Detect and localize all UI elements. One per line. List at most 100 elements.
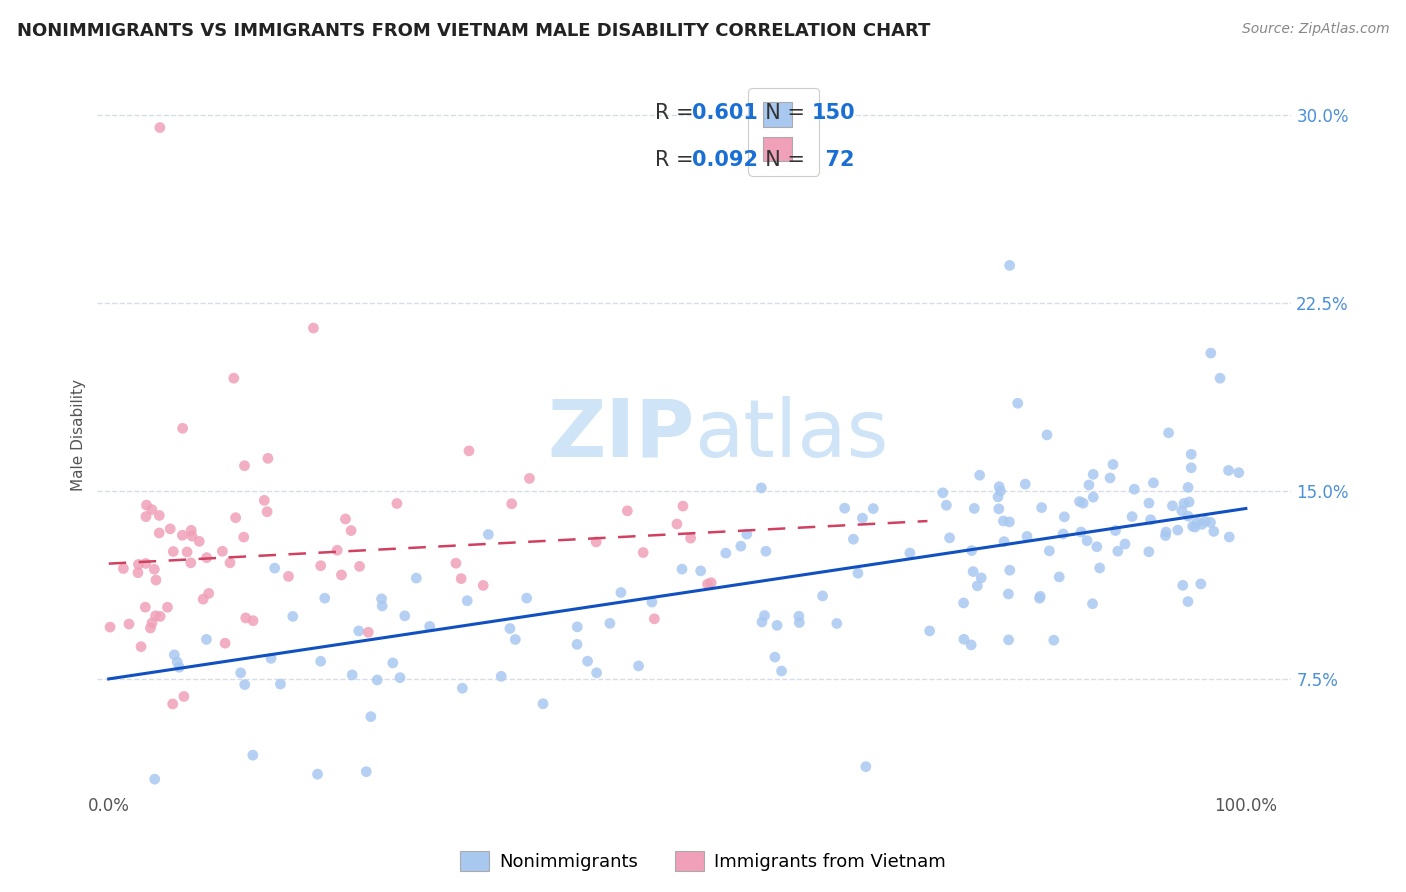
Point: [444, 556, 467, 570]
Point: [787, 609, 810, 624]
Point: [314, 591, 336, 606]
Point: [214, 636, 236, 650]
Point: [993, 514, 1015, 528]
Text: NONIMMIGRANTS VS IMMIGRANTS FROM VIETNAM MALE DISABILITY CORRELATION CHART: NONIMMIGRANTS VS IMMIGRANTS FROM VIETNAM…: [17, 22, 931, 40]
Point: [235, 611, 257, 625]
Point: [419, 619, 441, 633]
Point: [627, 659, 650, 673]
Point: [149, 609, 172, 624]
Point: [195, 550, 218, 565]
Point: [855, 759, 877, 773]
Point: [1015, 529, 1038, 543]
Point: [1083, 467, 1105, 482]
Point: [499, 622, 522, 636]
Point: [180, 524, 202, 538]
Point: [451, 681, 474, 696]
Point: [394, 608, 416, 623]
Point: [679, 531, 702, 545]
Point: [141, 615, 163, 630]
Point: [700, 575, 723, 590]
Point: [263, 561, 285, 575]
Point: [1202, 524, 1225, 539]
Text: 150: 150: [811, 103, 855, 123]
Point: [751, 615, 773, 629]
Point: [735, 527, 758, 541]
Text: 72: 72: [811, 150, 855, 170]
Point: [1114, 537, 1136, 551]
Point: [229, 665, 252, 680]
Point: [519, 471, 541, 485]
Point: [898, 546, 921, 560]
Point: [148, 508, 170, 523]
Point: [172, 421, 194, 435]
Point: [1178, 495, 1201, 509]
Point: [149, 120, 172, 135]
Point: [1070, 524, 1092, 539]
Point: [1014, 477, 1036, 491]
Point: [851, 511, 873, 525]
Point: [145, 573, 167, 587]
Point: [501, 497, 523, 511]
Point: [1137, 496, 1160, 510]
Point: [135, 509, 157, 524]
Point: [1028, 591, 1050, 606]
Point: [610, 585, 633, 599]
Point: [1121, 509, 1143, 524]
Point: [112, 561, 135, 575]
Point: [277, 569, 299, 583]
Point: [162, 544, 184, 558]
Point: [714, 546, 737, 560]
Point: [567, 620, 589, 634]
Point: [643, 612, 665, 626]
Point: [134, 600, 156, 615]
Legend: Nonimmigrants, Immigrants from Vietnam: Nonimmigrants, Immigrants from Vietnam: [453, 844, 953, 879]
Point: [641, 595, 664, 609]
Point: [159, 522, 181, 536]
Point: [1137, 545, 1160, 559]
Point: [1081, 597, 1104, 611]
Point: [349, 559, 371, 574]
Point: [135, 557, 157, 571]
Point: [176, 545, 198, 559]
Text: 0.092: 0.092: [692, 150, 758, 170]
Point: [309, 654, 332, 668]
Point: [1209, 371, 1232, 385]
Point: [257, 451, 280, 466]
Point: [1185, 515, 1208, 529]
Point: [966, 579, 988, 593]
Point: [477, 527, 499, 541]
Point: [370, 591, 392, 606]
Point: [172, 528, 194, 542]
Point: [990, 483, 1012, 498]
Point: [665, 516, 688, 531]
Point: [219, 556, 242, 570]
Point: [516, 591, 538, 606]
Point: [269, 677, 291, 691]
Point: [405, 571, 427, 585]
Point: [671, 562, 693, 576]
Point: [129, 640, 152, 654]
Point: [1171, 504, 1194, 518]
Point: [770, 664, 793, 678]
Point: [505, 632, 527, 647]
Point: [1177, 594, 1199, 608]
Point: [1085, 540, 1108, 554]
Point: [988, 480, 1011, 494]
Point: [371, 599, 394, 613]
Point: [1227, 466, 1250, 480]
Point: [118, 617, 141, 632]
Point: [1194, 514, 1216, 528]
Point: [233, 458, 256, 473]
Text: Source: ZipAtlas.com: Source: ZipAtlas.com: [1241, 22, 1389, 37]
Point: [330, 568, 353, 582]
Point: [576, 654, 599, 668]
Point: [1191, 517, 1213, 532]
Point: [755, 544, 778, 558]
Point: [953, 632, 976, 647]
Point: [963, 501, 986, 516]
Point: [169, 660, 191, 674]
Y-axis label: Male Disability: Male Disability: [72, 378, 86, 491]
Point: [1180, 447, 1202, 461]
Point: [256, 505, 278, 519]
Point: [932, 485, 955, 500]
